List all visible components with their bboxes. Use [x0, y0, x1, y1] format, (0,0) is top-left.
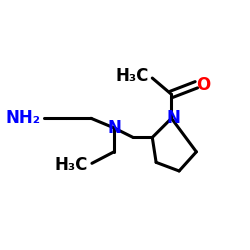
- Text: N: N: [166, 109, 180, 127]
- Text: NH₂: NH₂: [5, 109, 40, 127]
- Text: H₃C: H₃C: [55, 156, 88, 174]
- Text: O: O: [196, 76, 210, 94]
- Text: H₃C: H₃C: [115, 67, 148, 85]
- Text: N: N: [107, 119, 121, 137]
